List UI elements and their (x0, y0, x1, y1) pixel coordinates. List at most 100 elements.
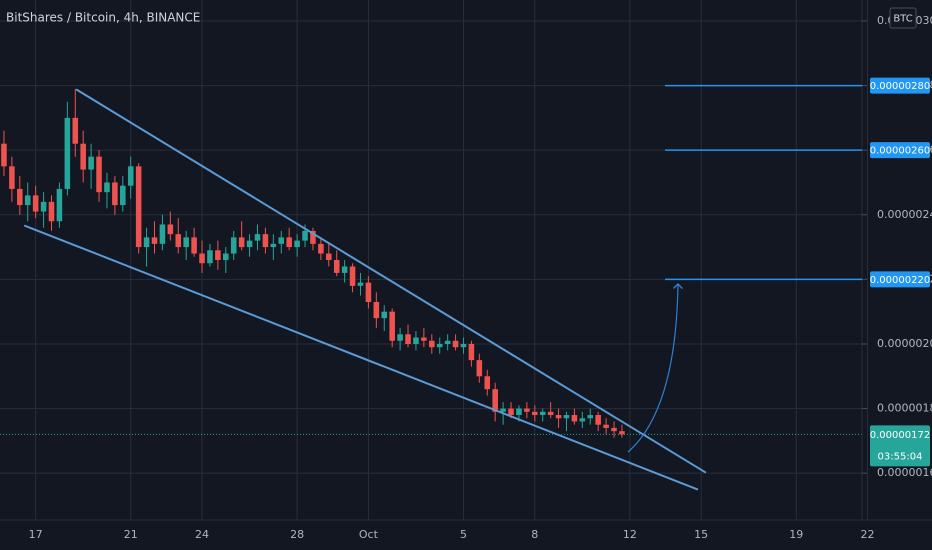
current-price-box (870, 425, 930, 467)
candle-body (524, 408, 530, 412)
candle-body (246, 240, 253, 248)
countdown-label: 03:55:04 (878, 451, 923, 462)
candle-body (579, 418, 586, 422)
candle-body (452, 340, 459, 348)
candle-body (270, 243, 277, 248)
candle-body (405, 334, 411, 344)
target-level-box (870, 271, 930, 288)
plot-area (0, 88, 862, 491)
candle-body (333, 260, 340, 273)
candle-body (389, 311, 395, 341)
x-tick-label: 15 (694, 528, 708, 541)
candle-body (603, 424, 609, 428)
candle-body (516, 408, 522, 416)
candle-body (191, 237, 197, 254)
candle-body (238, 237, 245, 248)
candle-body (167, 224, 174, 235)
candle-body (230, 237, 237, 254)
candle-body (532, 411, 538, 416)
candle-body (207, 250, 213, 264)
candle-body (1, 143, 7, 167)
candle-body (349, 266, 356, 286)
candle-body (96, 156, 102, 193)
candle-body (215, 250, 221, 260)
candle-body (24, 195, 31, 206)
candle-body (278, 237, 285, 244)
current-price-label: 0.00000172 (870, 430, 930, 441)
x-tick-label: 8 (531, 528, 538, 541)
candle-body (135, 166, 142, 248)
candle-body (436, 343, 443, 348)
target-level-label: 0.00000280 (870, 81, 930, 92)
candle-body (341, 266, 348, 273)
candle-body (563, 415, 570, 419)
candle-body (365, 282, 372, 302)
candle-body (444, 340, 451, 344)
candle-body (555, 415, 562, 419)
y-tick-label: 0.00000240 (877, 208, 932, 221)
y-tick-label: 0.00000200 (877, 337, 932, 350)
candle-body (120, 185, 126, 206)
candle-body (9, 166, 15, 189)
y-tick-label: 0.00000180 (877, 402, 932, 415)
candle-body (357, 282, 364, 286)
candle-body (175, 234, 182, 248)
chart-title: BitShares / Bitcoin, 4h, BINANCE (6, 11, 200, 25)
candle-body (310, 230, 316, 244)
candle-body (587, 415, 594, 419)
candle-body (492, 389, 498, 412)
candle-body (571, 415, 578, 422)
candle-body (595, 415, 601, 425)
candle-body (80, 143, 86, 170)
target-level-label: 0.00000220 (870, 275, 930, 286)
y-tick-label: 0.00000160 (877, 466, 932, 479)
candle-body (619, 431, 625, 435)
x-tick-label: 28 (290, 528, 304, 541)
target-level-label: 0.00000260 (870, 146, 930, 157)
candle-body (127, 166, 134, 186)
candle-body (429, 340, 435, 348)
candle-body (159, 224, 166, 244)
candle-body (476, 360, 483, 377)
projection-arrow (627, 284, 678, 453)
candle-body (500, 408, 506, 412)
x-tick-label: 5 (460, 528, 467, 541)
candle-body (72, 117, 79, 144)
candle-body (460, 343, 467, 348)
candle-body (468, 343, 475, 361)
target-level-box (870, 77, 930, 94)
x-tick-label: 22 (861, 528, 875, 541)
currency-badge-label[interactable]: BTC (893, 14, 912, 25)
currency-badge[interactable] (889, 7, 917, 29)
grid (0, 0, 869, 520)
candle-body (611, 427, 617, 432)
x-tick-label: Oct (359, 528, 379, 541)
candle-body (64, 117, 71, 189)
candle-body (302, 230, 308, 241)
candle-body (326, 253, 332, 260)
candle-body (32, 195, 39, 212)
candle-body (508, 408, 514, 416)
target-level-box (870, 142, 930, 159)
trendline (23, 224, 699, 491)
candle-body (262, 234, 269, 248)
candle-body (48, 201, 55, 222)
candle-body (104, 182, 110, 193)
candle-body (484, 376, 491, 390)
candle-body (56, 188, 63, 222)
candle-body (143, 237, 150, 248)
candle-body (294, 240, 300, 248)
candle-body (88, 156, 94, 170)
candle-body (286, 237, 292, 248)
candle-body (318, 243, 324, 254)
candle-body (151, 237, 158, 244)
candle-body (381, 311, 388, 319)
x-tick-label: 21 (124, 528, 138, 541)
x-tick-label: 17 (29, 528, 43, 541)
candle-body (421, 337, 427, 341)
candle-body (112, 182, 118, 206)
candle-body (40, 201, 47, 212)
